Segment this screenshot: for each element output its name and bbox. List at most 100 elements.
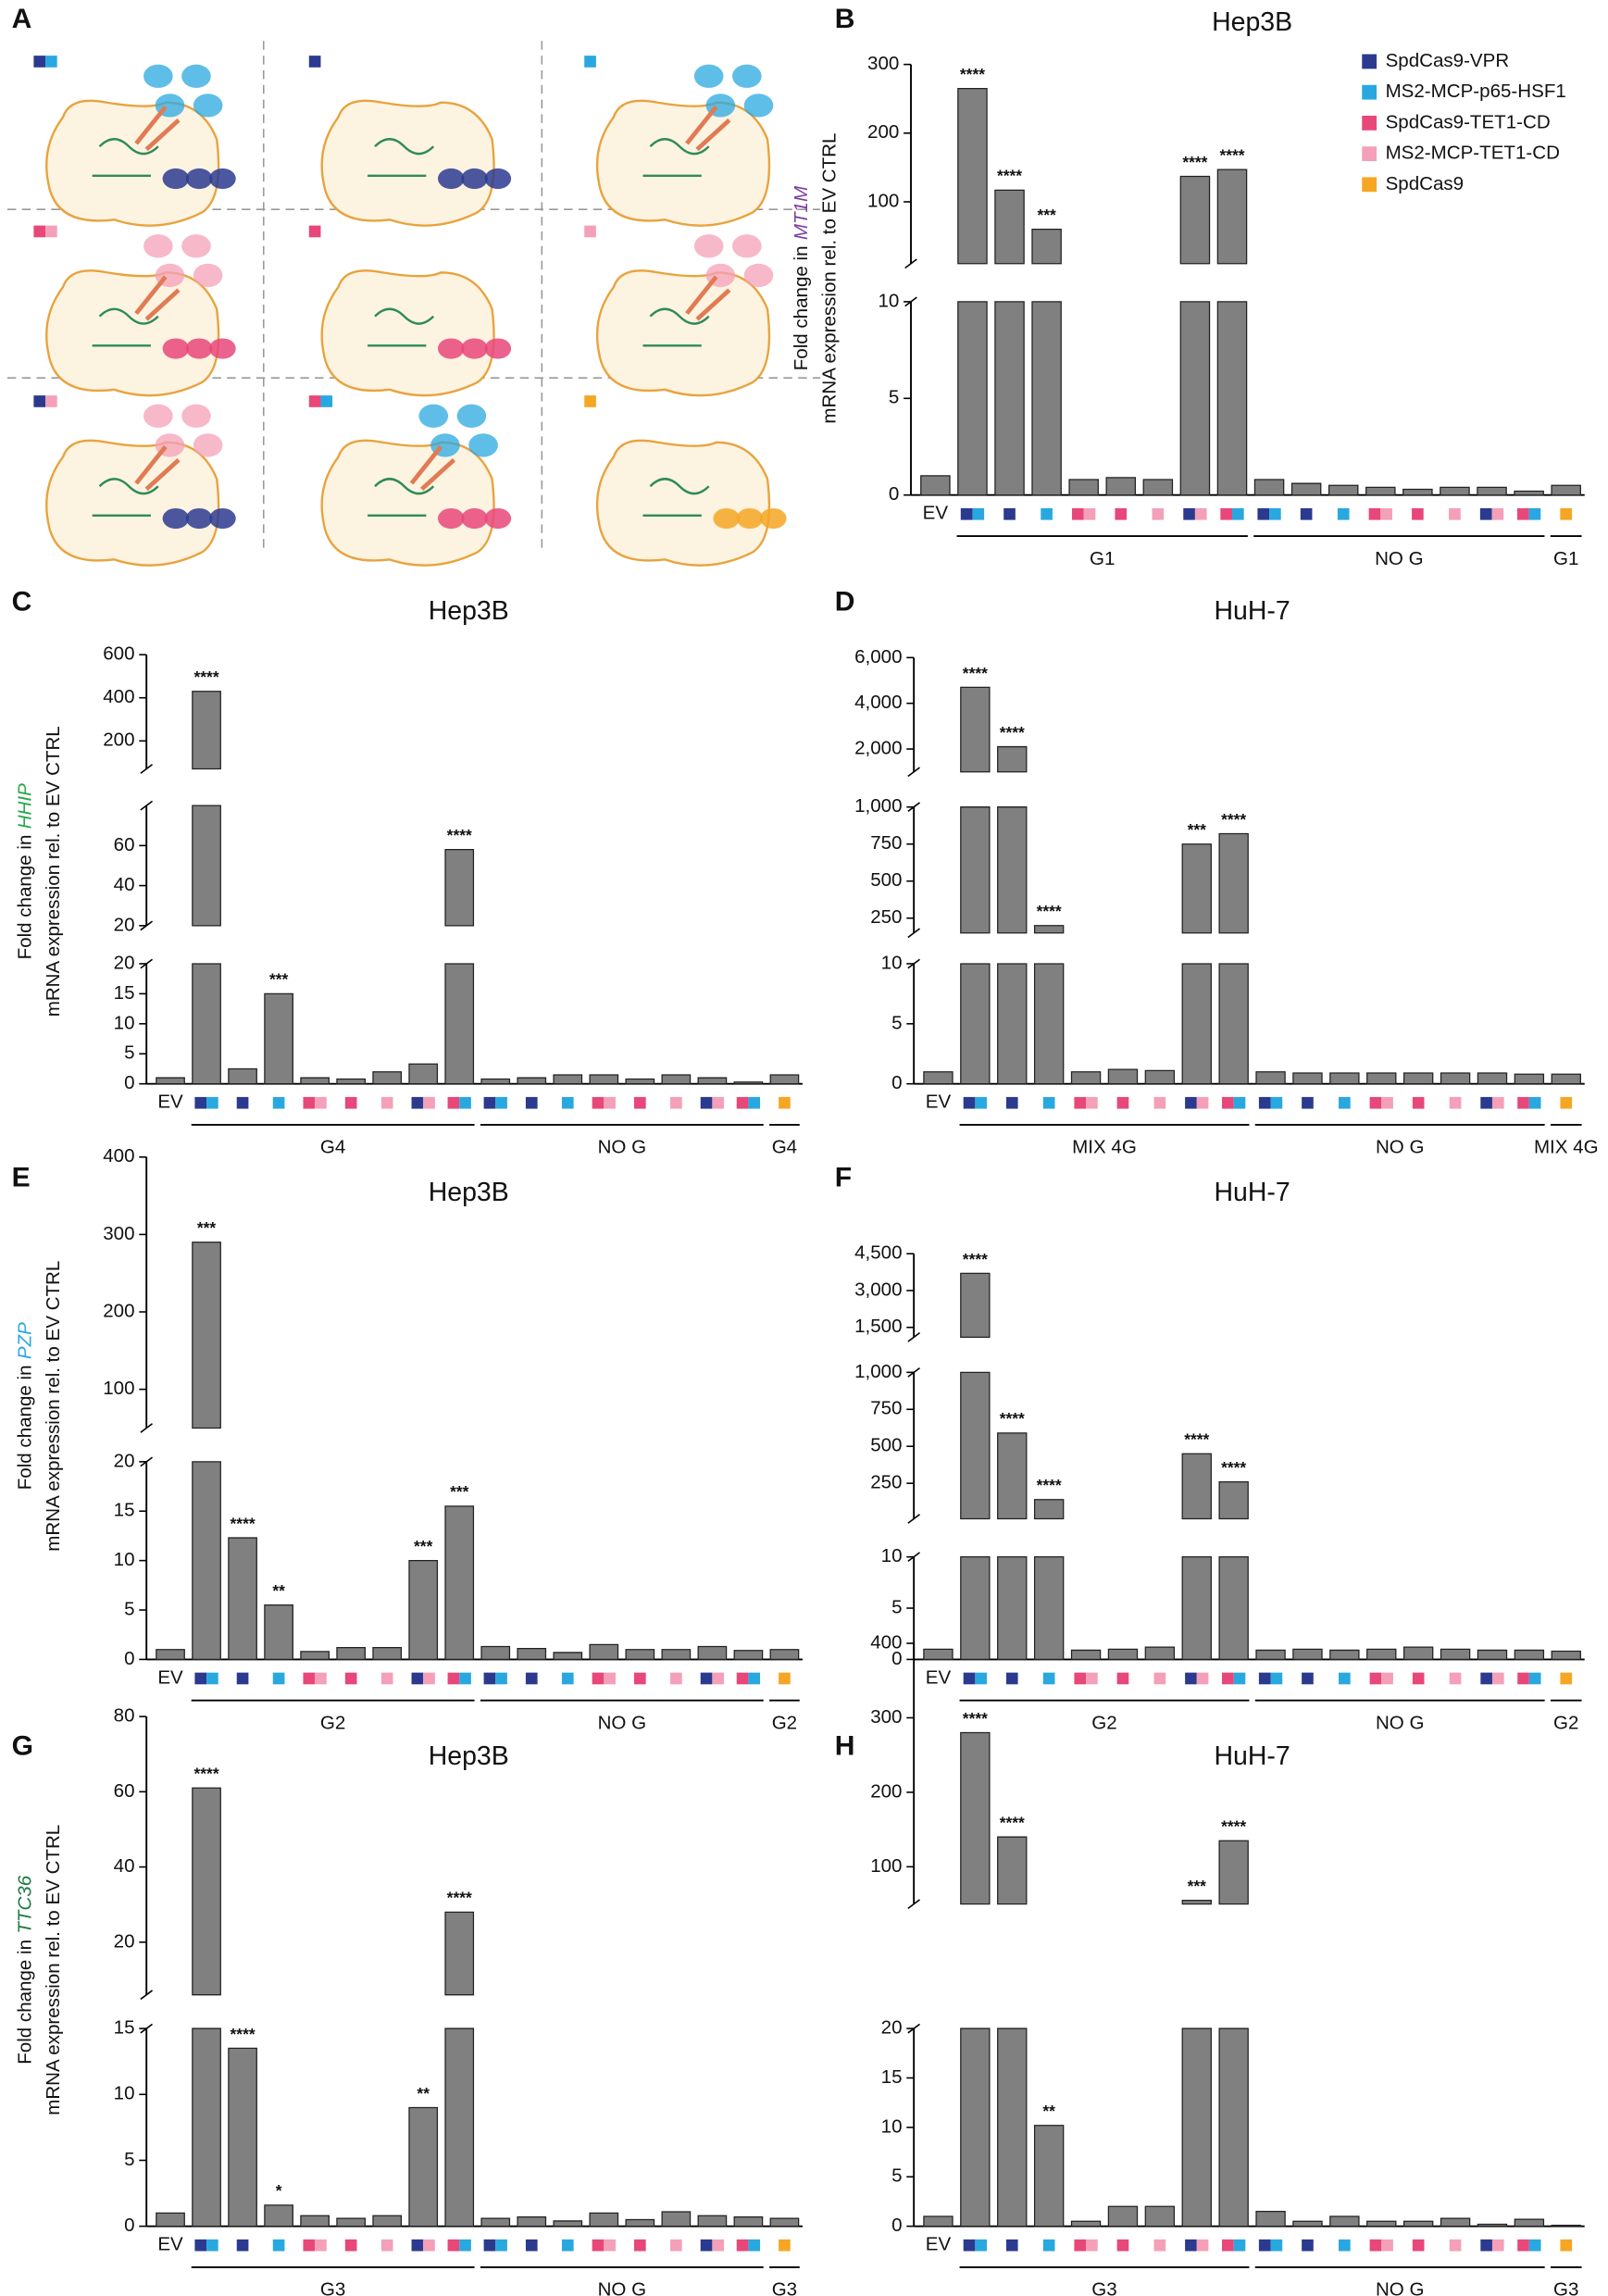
group-label: G1 — [1553, 548, 1578, 569]
group-label: NO G — [598, 2279, 647, 2296]
bar — [960, 1272, 991, 1661]
y-tick-label: 0 — [891, 1648, 902, 1669]
y-tick-label: 500 — [870, 869, 902, 891]
significance-label: **** — [1221, 1458, 1246, 1477]
condition-icon — [1086, 1096, 1098, 1109]
condition-icon — [459, 1096, 471, 1109]
bar — [1070, 1071, 1102, 1085]
y-tick-label: 10 — [114, 1012, 135, 1033]
cell-blob — [320, 269, 495, 397]
group-label: NO G — [1376, 1137, 1425, 1158]
condition-icon — [1222, 2239, 1234, 2252]
condition-icon — [483, 1096, 496, 1109]
condition-icon — [236, 1672, 249, 1685]
y-tick-label: 1,000 — [854, 1361, 902, 1382]
condition-icon — [1003, 507, 1016, 520]
bar — [336, 2217, 367, 2227]
axis-break — [907, 1331, 920, 1342]
significance-label: **** — [1221, 810, 1246, 829]
chart-title: Hep3B — [429, 1741, 509, 1771]
panel-label: H — [835, 1730, 855, 1761]
condition-icon — [1220, 507, 1232, 520]
bar — [1366, 1648, 1397, 1661]
cell-blob — [45, 99, 220, 227]
legend-swatch — [1362, 84, 1377, 100]
condition-icon — [1233, 1672, 1246, 1685]
y-tick-label: 0 — [891, 2215, 902, 2236]
activator — [181, 234, 211, 258]
panel-label: C — [12, 587, 32, 618]
effector — [209, 507, 236, 530]
bar — [1366, 1072, 1397, 1085]
effector — [484, 168, 512, 190]
significance-label: **** — [1184, 1430, 1209, 1449]
bar — [1105, 477, 1137, 496]
effector — [162, 507, 190, 530]
effector — [162, 338, 190, 359]
chart-title: Hep3B — [1212, 7, 1292, 37]
bar — [300, 1077, 330, 1085]
activator — [193, 263, 223, 288]
condition-icon — [1153, 1672, 1166, 1685]
significance-label: *** — [450, 1482, 469, 1501]
condition-icon — [1196, 2239, 1209, 2252]
activator — [193, 433, 223, 457]
ms2-loops — [134, 445, 181, 492]
condition-icon — [380, 2239, 393, 2252]
activator — [143, 404, 173, 428]
condition-icon — [1005, 1096, 1018, 1109]
condition-icon — [975, 1096, 988, 1109]
condition-icon — [459, 1672, 471, 1685]
guide-rna — [92, 138, 159, 178]
x-tick-label: EV — [926, 2234, 952, 2255]
bar — [1440, 1072, 1471, 1085]
condition-icon — [1185, 1096, 1197, 1109]
bar — [1144, 1646, 1176, 1661]
bar — [1551, 484, 1581, 496]
condition-icon — [272, 1672, 285, 1685]
y-axis-label-gene: HHIP — [15, 783, 36, 829]
bar — [228, 1067, 257, 1085]
activator — [456, 404, 487, 428]
x-tick-label: EV — [157, 1092, 183, 1113]
cell-icon — [45, 56, 57, 68]
y-tick-label: 10 — [878, 290, 899, 311]
ms2-loops — [685, 275, 731, 321]
y-tick-label: 4,000 — [854, 692, 902, 713]
condition-icon — [1152, 507, 1165, 520]
guide-rna — [368, 478, 435, 518]
group-label: G2 — [1091, 1712, 1116, 1733]
cell-icon — [33, 225, 46, 238]
significance-label: ** — [417, 2084, 430, 2103]
condition-icon — [1491, 507, 1504, 520]
condition-icon — [447, 1672, 460, 1685]
bar — [1179, 175, 1211, 496]
condition-icon — [963, 1672, 976, 1685]
bar — [1402, 1072, 1434, 1085]
condition-icon — [1153, 2239, 1166, 2252]
activator — [732, 64, 762, 88]
bar — [1290, 482, 1322, 496]
bar — [1329, 1649, 1360, 1661]
significance-label: **** — [447, 1889, 472, 1907]
chart-title: HuH-7 — [1214, 1741, 1290, 1771]
condition-icon — [1116, 1672, 1129, 1685]
panel-label: B — [835, 4, 855, 34]
bar — [1142, 479, 1174, 496]
cell-icon — [308, 225, 321, 238]
ms2-loops — [685, 106, 731, 152]
y-tick-label: 0 — [124, 1648, 134, 1669]
bar — [1477, 486, 1507, 496]
activator — [143, 64, 173, 88]
y-tick-label: 10 — [114, 2083, 135, 2104]
condition-icon — [1560, 1672, 1573, 1685]
bar — [1107, 2205, 1139, 2227]
y-tick-label: 100 — [867, 190, 899, 211]
axis-break — [907, 1514, 920, 1524]
bar — [1033, 1499, 1065, 1661]
condition-icon — [1449, 507, 1461, 520]
bar — [589, 1074, 619, 1085]
condition-icon — [1491, 2239, 1504, 2252]
condition-icon — [380, 1096, 393, 1109]
group-label: G3 — [1553, 2279, 1578, 2296]
